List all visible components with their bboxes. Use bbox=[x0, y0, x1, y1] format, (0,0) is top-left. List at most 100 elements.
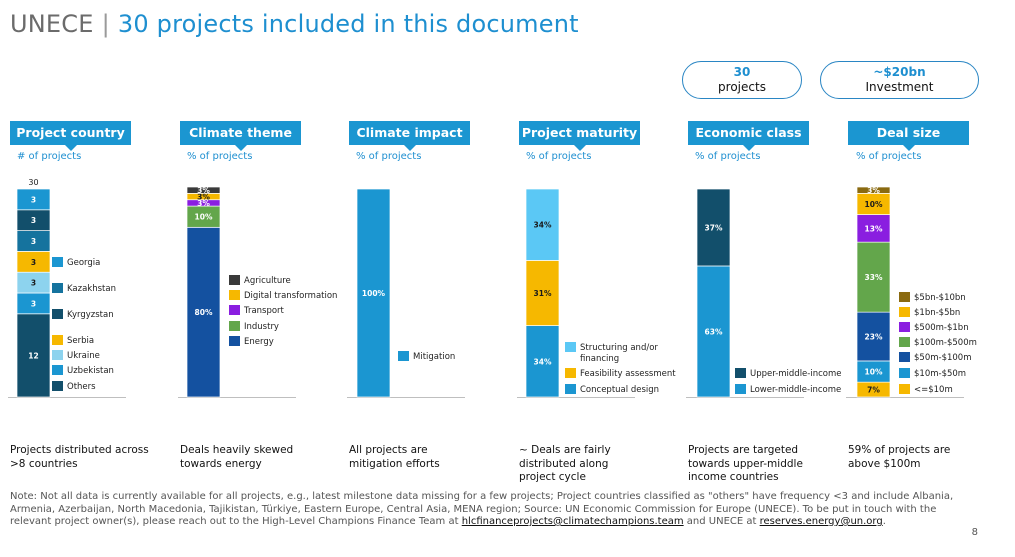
legend-label: Digital transformation bbox=[244, 291, 337, 301]
bubble-label: Investment bbox=[865, 80, 934, 94]
legend-label: Transport bbox=[243, 306, 285, 316]
legend-swatch bbox=[899, 384, 910, 394]
legend-label: Mitigation bbox=[413, 352, 455, 362]
bubble-value: ~$20bn bbox=[873, 65, 926, 79]
header-economic-class: Economic class bbox=[688, 121, 809, 151]
legend-swatch bbox=[52, 283, 63, 293]
legend-label: $100m-$500m bbox=[914, 338, 977, 348]
chart-caption: 59% of projects are above $100m bbox=[848, 444, 951, 470]
data-label: 23% bbox=[865, 333, 883, 342]
baseline bbox=[178, 397, 296, 398]
bubble-label: projects bbox=[718, 80, 766, 94]
unit-label: # of projects bbox=[17, 151, 82, 162]
title-text: 30 projects included in this document bbox=[117, 10, 579, 38]
legend-label: Feasibility assessment bbox=[580, 369, 676, 379]
org-name: UNECE bbox=[10, 10, 94, 38]
data-label: 3% bbox=[197, 186, 210, 195]
data-label: 3% bbox=[197, 193, 210, 202]
unit-label: % of projects bbox=[187, 151, 253, 162]
bar-segment bbox=[856, 186, 891, 194]
note-text: Note: Not all data is currently availabl… bbox=[10, 491, 954, 527]
title-separator: | bbox=[101, 10, 110, 38]
legend-label: Structuring and/or financing bbox=[580, 343, 658, 364]
legend-label: $10m-$50m bbox=[914, 369, 966, 379]
baseline bbox=[846, 397, 964, 398]
page-number: 8 bbox=[971, 527, 978, 538]
legend-label: Georgia bbox=[67, 258, 100, 268]
footnote: Note: Not all data is currently availabl… bbox=[10, 491, 955, 529]
unit-label: % of projects bbox=[526, 151, 592, 162]
data-label: 3 bbox=[31, 216, 36, 225]
unit-label: % of projects bbox=[356, 151, 422, 162]
legend-swatch bbox=[229, 336, 240, 346]
data-label: 7% bbox=[867, 386, 880, 395]
chart-caption: Projects distributed across >8 countries bbox=[10, 444, 149, 470]
legend-label: $500m-$1bn bbox=[914, 323, 969, 333]
legend-swatch bbox=[899, 352, 910, 362]
data-label: 37% bbox=[705, 223, 723, 232]
data-label: 3 bbox=[31, 299, 36, 308]
note-text: and UNECE at bbox=[683, 516, 760, 527]
legend-swatch bbox=[229, 305, 240, 315]
bar-segment bbox=[696, 265, 731, 398]
bar-segment bbox=[186, 226, 221, 398]
unit-label: % of projects bbox=[695, 151, 761, 162]
legend-swatch bbox=[899, 322, 910, 332]
bar-segment bbox=[856, 311, 891, 362]
legend-swatch bbox=[52, 257, 63, 267]
investment-bubble: ~$20bn Investment bbox=[820, 61, 979, 99]
bar-segment bbox=[525, 325, 560, 398]
data-label: 3 bbox=[31, 258, 36, 267]
legend-swatch bbox=[735, 384, 746, 394]
bar-segment bbox=[696, 188, 731, 267]
baseline bbox=[686, 397, 804, 398]
data-label: 13% bbox=[865, 224, 883, 233]
legend-label: <=$10m bbox=[914, 385, 953, 395]
baseline bbox=[517, 397, 635, 398]
unece-email-link[interactable]: reserves.energy@un.org bbox=[759, 516, 883, 527]
bar-segment bbox=[525, 188, 560, 261]
header-deal-size: Deal size bbox=[848, 121, 969, 151]
bar-segment bbox=[856, 214, 891, 243]
legend-swatch bbox=[899, 292, 910, 302]
data-label: 34% bbox=[534, 221, 552, 230]
legend-swatch bbox=[52, 335, 63, 345]
legend-swatch bbox=[229, 321, 240, 331]
legend-swatch bbox=[52, 309, 63, 319]
chart-caption: ~ Deals are fairly distributed along pro… bbox=[519, 444, 611, 483]
legend-label: Industry bbox=[244, 322, 279, 332]
data-label: 33% bbox=[865, 273, 883, 282]
data-label: 63% bbox=[705, 327, 723, 336]
header-climate-impact: Climate impact bbox=[349, 121, 470, 151]
legend-swatch bbox=[229, 290, 240, 300]
baseline bbox=[347, 397, 465, 398]
data-label: 80% bbox=[195, 308, 213, 317]
legend-label: Energy bbox=[244, 337, 274, 347]
data-label: 3 bbox=[31, 237, 36, 246]
data-label: 3 bbox=[31, 279, 36, 288]
legend-swatch bbox=[899, 307, 910, 317]
data-label: 10% bbox=[865, 200, 883, 209]
unit-label: % of projects bbox=[856, 151, 922, 162]
legend-label: Uzbekistan bbox=[67, 366, 114, 376]
legend-label: Serbia bbox=[67, 336, 94, 346]
bar-segment bbox=[356, 188, 391, 398]
data-label: 100% bbox=[362, 289, 386, 298]
data-label: 3% bbox=[197, 199, 210, 208]
legend-swatch bbox=[565, 342, 576, 352]
data-label: 31% bbox=[534, 289, 552, 298]
legend-swatch bbox=[52, 350, 63, 360]
total-label: 30 bbox=[28, 178, 38, 187]
legend-label: $5bn-$10bn bbox=[914, 293, 966, 303]
bar-segment bbox=[186, 186, 221, 194]
header-project-country: Project country bbox=[10, 121, 131, 151]
legend-label: Conceptual design bbox=[580, 385, 659, 395]
legend-label: Kyrgyzstan bbox=[67, 310, 114, 320]
legend-label: Lower-middle-income bbox=[750, 385, 841, 395]
legend-swatch bbox=[899, 368, 910, 378]
finance-team-email-link[interactable]: hlcfinanceprojects@climatechampions.team bbox=[461, 516, 684, 527]
legend-label: Kazakhstan bbox=[67, 284, 116, 294]
legend-label: $50m-$100m bbox=[914, 353, 971, 363]
chart-caption: All projects are mitigation efforts bbox=[349, 444, 440, 470]
legend-swatch bbox=[52, 381, 63, 391]
